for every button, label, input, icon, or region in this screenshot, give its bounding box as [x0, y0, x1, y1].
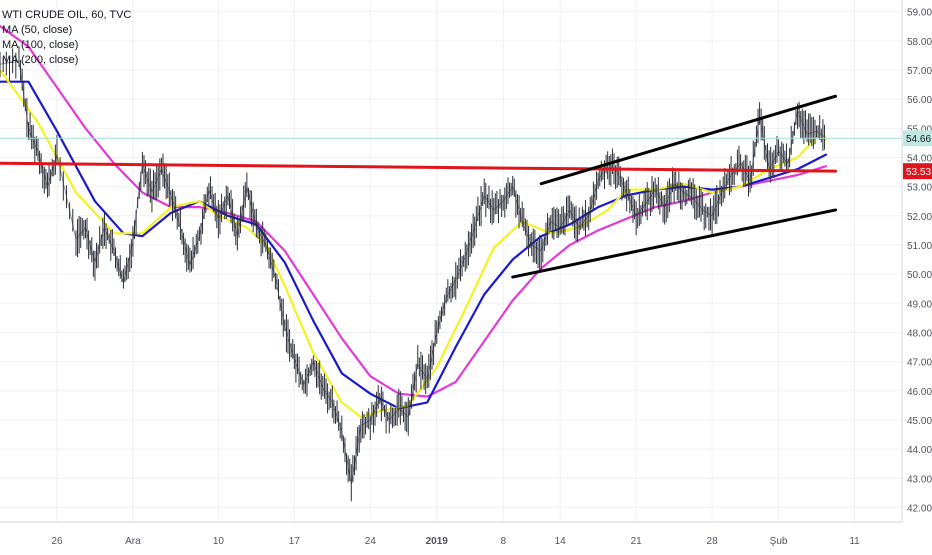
x-tick-label: 11	[849, 536, 860, 547]
y-tick-label: 47.00	[907, 358, 932, 369]
y-tick-label: 48.00	[907, 328, 932, 339]
channel-upper-line	[539, 94, 838, 186]
resistance-line	[0, 161, 838, 173]
y-tick-label: 53.00	[907, 183, 932, 194]
chart-title: WTI CRUDE OIL, 60, TVC	[2, 9, 132, 21]
last-price-label: 54.66	[906, 134, 931, 145]
grid	[0, 0, 902, 522]
x-tick-label: Şub	[770, 536, 788, 547]
y-tick-label: 44.00	[907, 445, 932, 456]
y-tick-label: 45.00	[907, 416, 932, 427]
resistance-badge	[903, 163, 932, 180]
y-tick-label: 59.00	[907, 8, 932, 19]
ma50-line	[0, 68, 828, 419]
y-tick-label: 42.00	[907, 503, 932, 514]
y-tick-label: 58.00	[907, 37, 932, 48]
price-line	[0, 60, 827, 485]
y-tick-label: 54.00	[907, 153, 932, 164]
y-tick-label: 50.00	[907, 270, 932, 281]
ma200-series	[0, 25, 828, 398]
x-tick-label: 28	[707, 536, 719, 547]
y-tick-label: 55.00	[907, 124, 932, 135]
trend-lines	[0, 94, 902, 279]
ma50-series	[0, 68, 828, 419]
y-tick-label: 49.00	[907, 299, 932, 310]
x-tick-label: Ara	[125, 536, 141, 547]
x-tick-label: 17	[289, 536, 301, 547]
legend-ma200[interactable]: MA (200, close)	[2, 54, 79, 66]
x-tick-label: 2019	[426, 536, 449, 547]
legend: WTI CRUDE OIL, 60, TVC MA (50, close) MA…	[2, 8, 131, 68]
last-price-badge	[903, 130, 932, 147]
legend-ma50[interactable]: MA (50, close)	[2, 24, 73, 36]
resistance-label: 53.53	[906, 167, 931, 178]
y-tick-label: 56.00	[907, 95, 932, 106]
y-tick-label: 51.00	[907, 241, 932, 252]
x-tick-label: 26	[51, 536, 63, 547]
y-tick-label: 43.00	[907, 474, 932, 485]
x-tick-label: 14	[555, 536, 567, 547]
x-tick-label: 8	[500, 536, 506, 547]
legend-ma100[interactable]: MA (100, close)	[2, 39, 79, 51]
ma200-line	[0, 25, 828, 398]
x-tick-label: 10	[213, 536, 225, 547]
y-tick-label: 57.00	[907, 66, 932, 77]
x-tick-label: 21	[631, 536, 643, 547]
channel-lower-line	[511, 208, 838, 279]
x-tick-label: 24	[365, 536, 377, 547]
y-tick-label: 52.00	[907, 212, 932, 223]
y-tick-label: 46.00	[907, 387, 932, 398]
